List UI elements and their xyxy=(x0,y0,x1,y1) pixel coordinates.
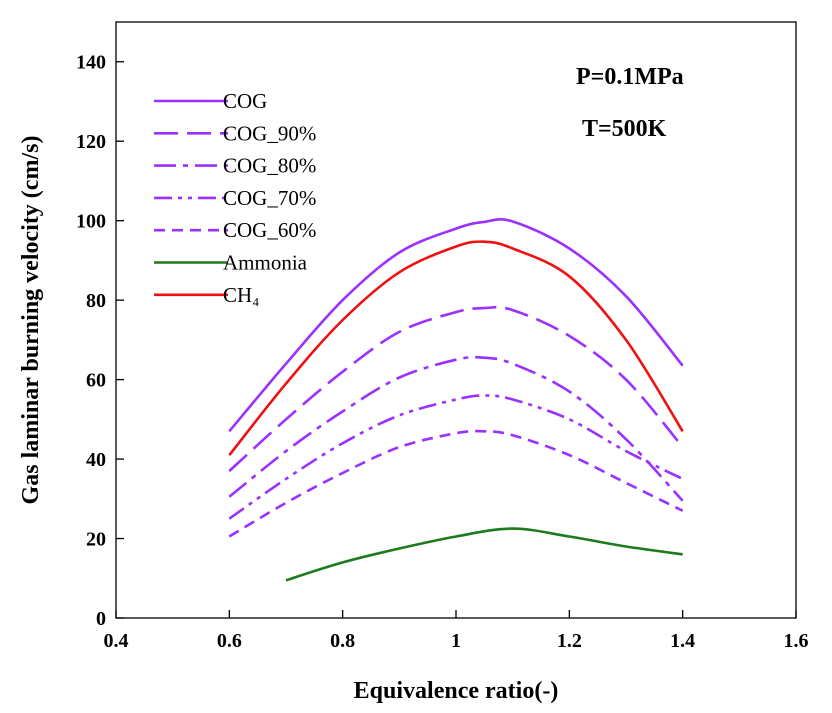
legend-label-ch: CH₄ xyxy=(223,283,260,307)
series-line-cog-90 xyxy=(228,305,684,472)
x-tick-label: 0.6 xyxy=(217,630,242,652)
series-line-cog-70 xyxy=(228,394,684,520)
y-tick-label: 60 xyxy=(86,370,106,392)
legend-label-cog-60: COG_60% xyxy=(223,218,316,242)
y-tick-label: 0 xyxy=(96,608,106,630)
series-line-ammonia xyxy=(285,527,683,582)
y-tick-label: 120 xyxy=(76,131,106,153)
legend-label-cog-80: COG_80% xyxy=(223,154,316,178)
y-tick-label: 20 xyxy=(86,529,106,551)
y-tick-label: 80 xyxy=(86,290,106,312)
x-axis-title: Equivalence ratio(-) xyxy=(354,678,559,704)
legend-label-cog-90: COG_90% xyxy=(223,121,316,145)
series-line-cog xyxy=(228,218,684,433)
legend: COG COG_90% COG_80% COG_70% COG_60% Ammonia CH… xyxy=(154,89,316,307)
y-axis-ticks: 0 20 40 60 80 100 120 140 xyxy=(76,52,124,630)
series-line-ch xyxy=(228,240,684,456)
x-tick-label: 1.6 xyxy=(784,630,809,652)
legend-label-cog-70: COG_70% xyxy=(223,186,316,210)
x-tick-label: 0.4 xyxy=(104,630,129,652)
x-axis-ticks: 0.4 0.6 0.8 1 1.2 1.4 1.6 xyxy=(104,610,809,652)
series-layer xyxy=(228,218,684,582)
series-line-cog-60 xyxy=(228,429,684,538)
x-tick-label: 0.8 xyxy=(330,630,355,652)
y-tick-label: 100 xyxy=(76,211,106,233)
legend-label-ammonia: Ammonia xyxy=(223,251,308,275)
y-axis-title: Gas laminar burning velocity (cm/s) xyxy=(18,136,44,505)
x-tick-label: 1 xyxy=(451,630,461,652)
y-tick-label: 140 xyxy=(76,52,106,74)
y-tick-label: 40 xyxy=(86,449,106,471)
annotation-pressure: P=0.1MPa xyxy=(576,64,684,90)
plot-area xyxy=(115,21,797,619)
series-line-cog-80 xyxy=(228,355,684,502)
x-tick-label: 1.4 xyxy=(670,630,695,652)
x-tick-label: 1.2 xyxy=(557,630,582,652)
annotation-temperature: T=500K xyxy=(582,116,667,142)
legend-label-cog: COG xyxy=(223,89,267,113)
